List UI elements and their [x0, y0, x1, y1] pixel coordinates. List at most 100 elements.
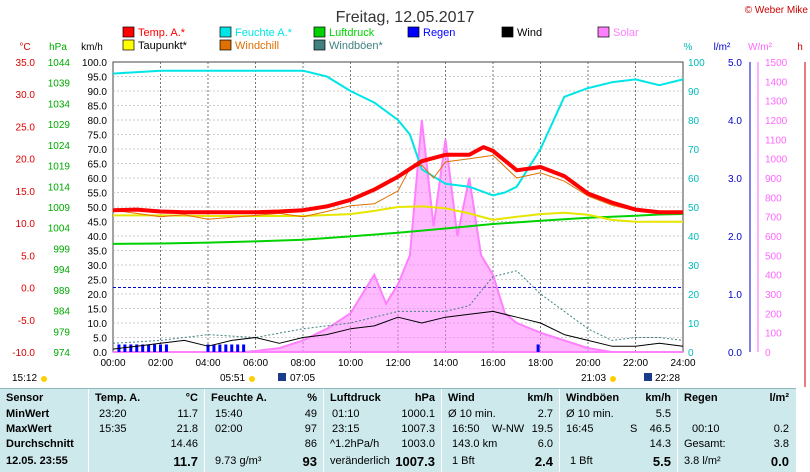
- legend-label-rain: Regen: [423, 27, 455, 39]
- rain-bar: [147, 344, 151, 352]
- wind-tick-label: 35.0: [88, 247, 108, 258]
- moonset-time: 22:28: [655, 373, 680, 384]
- wind-tick-label: 55.0: [88, 189, 108, 200]
- rain-bar: [153, 344, 157, 352]
- pressure-tick-label: 1039: [48, 79, 71, 90]
- rain-bar: [236, 344, 240, 352]
- humidity-tick-label: 10: [688, 319, 700, 330]
- weather-chart: 00:00 02:00 04:00 06:00 08:00 10:00 12:00 14:00…: [12, 5, 808, 387]
- pressure-tick-label: 989: [53, 286, 70, 297]
- rain-unit-label: l/m²: [714, 42, 731, 53]
- chart-title: Freitag, 12.05.2017: [336, 9, 475, 26]
- humidity-absolute: 9.73 g/m³: [215, 455, 262, 467]
- humidity-max-time: 02:00: [215, 423, 243, 435]
- pressure-tick-label: 1004: [48, 224, 71, 235]
- solar-tick-label: 900: [765, 174, 782, 185]
- pressure-column: Luftdruck hPa 01:10 1000.1 23:15 1007.3 ^1.…: [324, 389, 442, 472]
- rain-tick-label: 3.0: [728, 174, 742, 185]
- solar-tick-label: 600: [765, 232, 782, 243]
- rain-bar: [230, 344, 234, 352]
- legend-swatch-pressure: [313, 26, 326, 38]
- x-tick-label: 10:00: [338, 358, 363, 369]
- gusts-current-value: 5.5: [652, 454, 671, 469]
- temp-tick-label: 0.0: [21, 284, 35, 295]
- wind-tick-label: 10.0: [88, 319, 108, 330]
- pressure-max-value: 1007.3: [401, 423, 435, 435]
- x-tick-label: 12:00: [385, 358, 410, 369]
- rain-bar: [123, 344, 127, 352]
- moonset-icon: [644, 373, 652, 381]
- rain-unit: l/m²: [769, 392, 789, 404]
- wind-tick-label: 80.0: [88, 116, 108, 127]
- pressure-tick-label: 1034: [48, 99, 71, 110]
- wind-tick-label: 60.0: [88, 174, 108, 185]
- humidity-min-value: 49: [304, 408, 317, 420]
- wind-bft: 1 Bft: [452, 455, 475, 467]
- stats-table: Sensor MinWert MaxWert Durchschnitt 12.0…: [0, 388, 796, 472]
- solar-tick-label: 300: [765, 290, 782, 301]
- pressure-change-label: veränderlich: [330, 455, 390, 467]
- pressure-min-time: 01:10: [332, 408, 360, 420]
- humidity-current-value: 93: [302, 454, 317, 469]
- x-tick-label: 18:00: [528, 358, 553, 369]
- legend-label-pressure: Luftdruck: [329, 27, 375, 39]
- wind-avg10-label: Ø 10 min.: [448, 408, 496, 420]
- extra-unit-label: h: [797, 42, 803, 53]
- wind-tick-label: 100.0: [82, 58, 107, 69]
- pressure-tick-label: 1024: [48, 141, 71, 152]
- legend-label-gusts: Windböen*: [329, 40, 384, 52]
- gusts-header: Windböen: [566, 392, 620, 404]
- legend-label-humidity: Feuchte A.*: [235, 27, 293, 39]
- temp-current-value: 11.7: [173, 454, 198, 469]
- humidity-max-value: 97: [304, 423, 317, 435]
- chart-series: [112, 69, 684, 353]
- solar-tick-label: 1100: [765, 135, 787, 146]
- x-tick-label: 08:00: [290, 358, 315, 369]
- rain-bar: [135, 344, 139, 352]
- rain-bar: [212, 344, 216, 352]
- x-tick-label: 04:00: [195, 358, 220, 369]
- rain-total-text: 3.8 l/m²: [684, 455, 721, 467]
- pressure-tick-label: 1044: [48, 58, 71, 69]
- sunrise-time: 05:51: [220, 373, 245, 384]
- gusts-column: Windböen km/h Ø 10 min. 5.5 16:45 S 46.5 14.…: [560, 389, 678, 472]
- pressure-current-value: 1007.3: [395, 454, 435, 469]
- legend-swatch-dewpoint: [122, 39, 135, 51]
- pressure-trend-value: 1003.0: [401, 438, 435, 450]
- legend-label-wind: Wind: [517, 27, 542, 39]
- durchschnitt-label: Durchschnitt: [6, 438, 74, 450]
- pressure-tick-label: 1019: [48, 162, 71, 173]
- wind-tick-label: 85.0: [88, 102, 108, 113]
- sensor-header: Sensor: [6, 392, 44, 404]
- pressure-tick-label: 994: [53, 265, 70, 276]
- pressure-min-value: 1000.1: [401, 408, 435, 420]
- temp-unit: °C: [185, 392, 198, 404]
- solar-tick-label: 400: [765, 271, 782, 282]
- solar-unit-label: W/m²: [748, 42, 773, 53]
- wind-max-value: 19.5: [531, 423, 553, 435]
- wind-tick-label: 50.0: [88, 203, 108, 214]
- rain-max-value: 0.2: [773, 423, 789, 435]
- wind-unit: km/h: [527, 392, 553, 404]
- humidity-unit-label: %: [684, 42, 693, 53]
- humidity-tick-label: 50: [688, 203, 700, 214]
- sunset-icon: [610, 376, 616, 382]
- humidity-tick-label: 60: [688, 174, 700, 185]
- wind-tick-label: 75.0: [88, 131, 108, 142]
- rain-tick-label: 5.0: [728, 58, 742, 69]
- solar-tick-label: 1000: [765, 155, 788, 166]
- wind-avg-value: 6.0: [537, 438, 553, 450]
- wind-max-direction: W-NW: [492, 423, 525, 435]
- pressure-tick-label: 1029: [48, 120, 71, 131]
- rain-tick-label: 1.0: [728, 290, 742, 301]
- wind-tick-label: 40.0: [88, 232, 108, 243]
- gusts-unit: km/h: [645, 392, 671, 404]
- maxwert-label: MaxWert: [6, 423, 52, 435]
- x-tick-label: 20:00: [575, 358, 600, 369]
- pressure-tick-label: 979: [53, 327, 70, 338]
- wind-tick-label: 5.0: [93, 334, 107, 345]
- legend-label-temp: Temp. A.*: [138, 27, 186, 39]
- rain-bar: [536, 344, 540, 352]
- humidity-tick-label: 70: [688, 145, 700, 156]
- legend-swatch-gusts: [313, 39, 326, 51]
